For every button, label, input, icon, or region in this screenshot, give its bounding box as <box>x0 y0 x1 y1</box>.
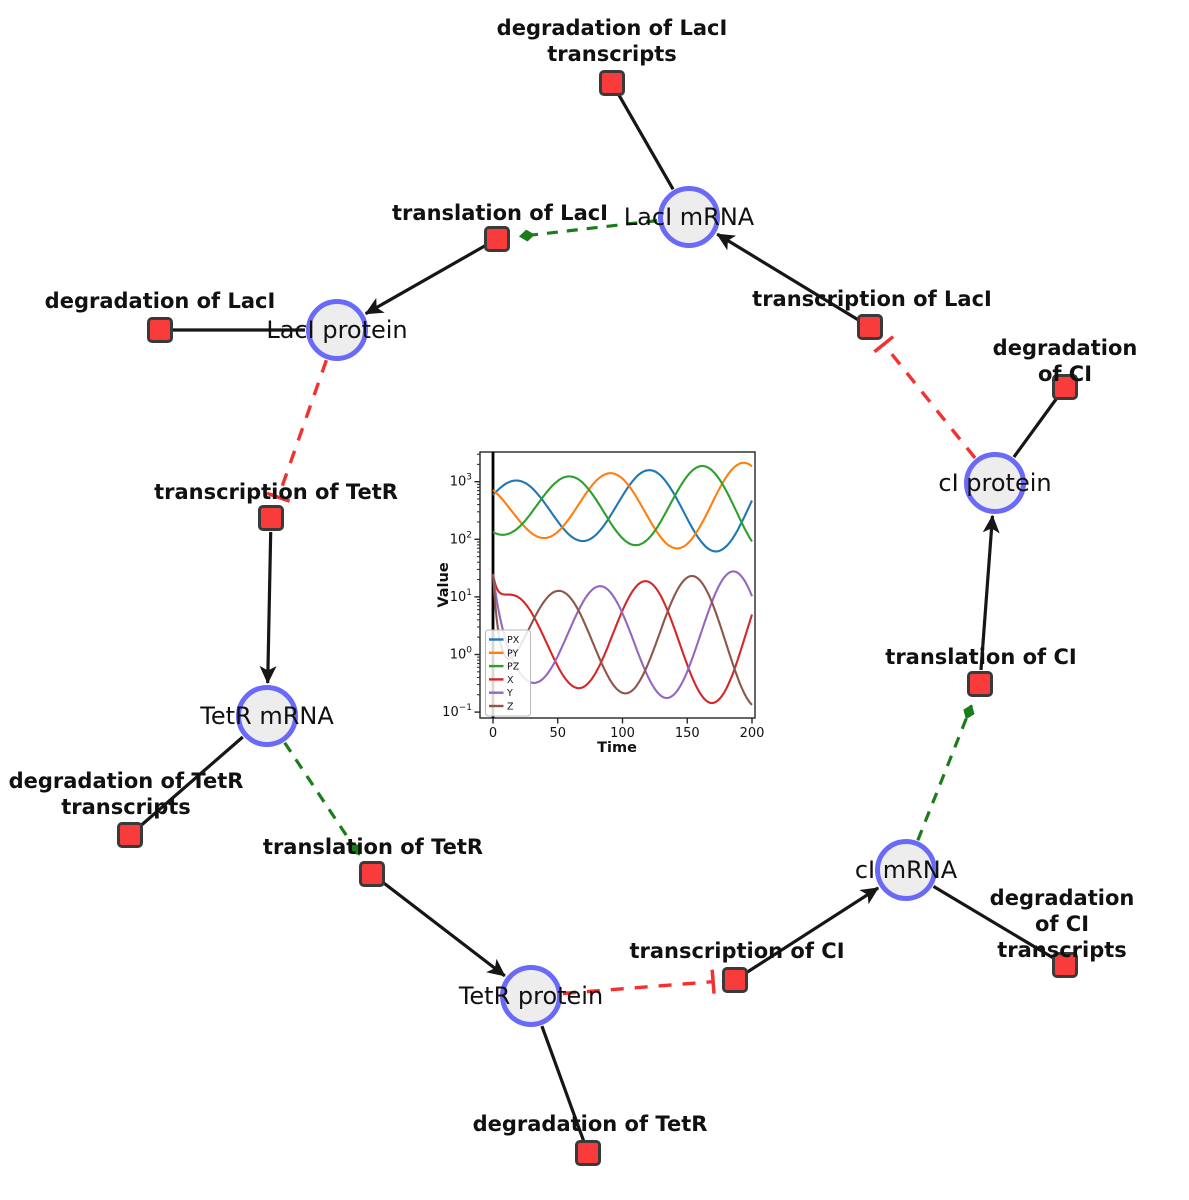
legend-label-Z: Z <box>507 702 514 713</box>
species-node-tetR_protein[interactable] <box>500 965 562 1027</box>
edge-consumption-cI_protein-to-deg_cI <box>1012 396 1059 459</box>
edge-inhibition-lacI_protein-to-transcription_tetR <box>266 359 329 503</box>
edge-consumption-tetR_protein-to-deg_tetR <box>540 1025 586 1142</box>
species-label-lacI_mRNA: LacI mRNA <box>623 203 755 231</box>
reaction-label-deg_lacI: degradation of LacI <box>44 289 276 313</box>
x-tick-label: 100 <box>610 726 635 741</box>
reaction-label-deg_cI: degradation of CI <box>992 336 1138 386</box>
edge-production-translation_lacI-to-lacI_protein <box>364 244 486 316</box>
reaction-node-deg_cI_tx[interactable] <box>1052 952 1078 978</box>
reaction-label-transcription_cI: transcription of CI <box>629 939 845 963</box>
edge-consumption-tetR_mRNA-to-deg_tetR_tx <box>138 735 244 828</box>
series-curve-Y <box>491 570 753 700</box>
y-tick-label: 102 <box>450 530 472 547</box>
edge-production-translation_tetR-to-tetR_protein <box>382 881 506 978</box>
species-label-tetR_mRNA: TetR mRNA <box>200 702 334 730</box>
reaction-node-translation_lacI[interactable] <box>484 226 510 252</box>
series-curve-PZ <box>492 464 753 547</box>
species-node-lacI_protein[interactable] <box>306 299 368 361</box>
reaction-label-deg_cI_tx: degradation of CI transcripts <box>989 886 1135 962</box>
edge-inhibition-cI_protein-to-transcription_lacI <box>873 335 977 460</box>
plot-axes-frame <box>479 451 756 719</box>
x-tick-label: 50 <box>549 726 566 741</box>
reaction-label-translation_cI: translation of CI <box>885 645 1077 669</box>
reaction-label-deg_lacI_tx: degradation of LacI transcripts <box>496 16 728 66</box>
species-label-cI_mRNA: cI mRNA <box>854 856 958 884</box>
x-tick-label: 0 <box>489 726 497 741</box>
plot-x-axis-label: Time <box>597 740 637 756</box>
series-curve-PY <box>492 461 753 550</box>
edge-production-transcription_lacI-to-lacI_mRNA <box>716 232 859 322</box>
series-curve-PX <box>492 469 753 553</box>
legend-label-Y: Y <box>506 688 513 699</box>
x-tick-label: 150 <box>675 726 700 741</box>
reaction-node-translation_tetR[interactable] <box>359 861 385 887</box>
reaction-node-transcription_tetR[interactable] <box>258 505 284 531</box>
y-tick-label: 103 <box>450 473 472 490</box>
series-curve-X <box>491 573 754 705</box>
reaction-node-deg_lacI[interactable] <box>147 317 173 343</box>
species-label-tetR_protein: TetR protein <box>458 982 604 1010</box>
reaction-node-translation_cI[interactable] <box>967 671 993 697</box>
legend-label-PY: PY <box>507 648 519 659</box>
species-node-cI_protein[interactable] <box>964 452 1026 514</box>
y-tick-label: 100 <box>450 646 473 663</box>
edge-production-transcription_cI-to-cI_mRNA <box>745 886 880 974</box>
reaction-node-deg_lacI_tx[interactable] <box>599 70 625 96</box>
species-node-cI_mRNA[interactable] <box>875 839 937 901</box>
reaction-node-deg_cI[interactable] <box>1052 374 1078 400</box>
reaction-node-transcription_lacI[interactable] <box>857 314 883 340</box>
y-tick-label: 101 <box>450 588 472 605</box>
reaction-label-transcription_tetR: transcription of TetR <box>154 480 398 504</box>
plot-legend: PX PY PZ XYZ <box>485 629 531 717</box>
edge-catalysis-cI_mRNA-to-translation_cI <box>916 704 975 841</box>
reaction-label-translation_lacI: translation of LacI <box>392 201 608 225</box>
edge-consumption-lacI_mRNA-to-deg_lacI_tx <box>617 93 675 191</box>
species-label-cI_protein: cI protein <box>938 469 1052 497</box>
legend-label-PZ: PZ <box>507 662 520 673</box>
legend-label-X: X <box>507 675 514 686</box>
edge-production-transcription_tetR-to-tetR_mRNA <box>259 531 277 684</box>
reaction-label-deg_tetR_tx: degradation of TetR transcripts <box>8 769 244 819</box>
reaction-label-deg_tetR: degradation of TetR <box>472 1112 708 1136</box>
reaction-node-deg_tetR_tx[interactable] <box>117 822 143 848</box>
edge-inhibition-tetR_protein-to-transcription_cI <box>562 969 716 996</box>
reaction-label-transcription_lacI: transcription of LacI <box>752 287 992 311</box>
reaction-node-deg_tetR[interactable] <box>575 1140 601 1166</box>
reaction-node-transcription_cI[interactable] <box>722 967 748 993</box>
x-tick-label: 200 <box>740 726 765 741</box>
edge-production-translation_cI-to-cI_protein <box>979 514 1000 671</box>
edge-catalysis-tetR_mRNA-to-translation_tetR <box>283 741 361 856</box>
species-label-lacI_protein: LacI protein <box>266 316 408 344</box>
species-node-lacI_mRNA[interactable] <box>658 186 720 248</box>
reaction-label-translation_tetR: translation of TetR <box>262 835 484 859</box>
edge-consumption-cI_mRNA-to-deg_cI_tx <box>932 885 1055 960</box>
species-node-tetR_mRNA[interactable] <box>236 685 298 747</box>
series-curve-Z <box>491 573 753 706</box>
legend-label-PX: PX <box>507 635 520 646</box>
edge-catalysis-lacI_mRNA-to-translation_lacI <box>518 219 658 242</box>
y-tick-label: 10−1 <box>442 703 472 720</box>
